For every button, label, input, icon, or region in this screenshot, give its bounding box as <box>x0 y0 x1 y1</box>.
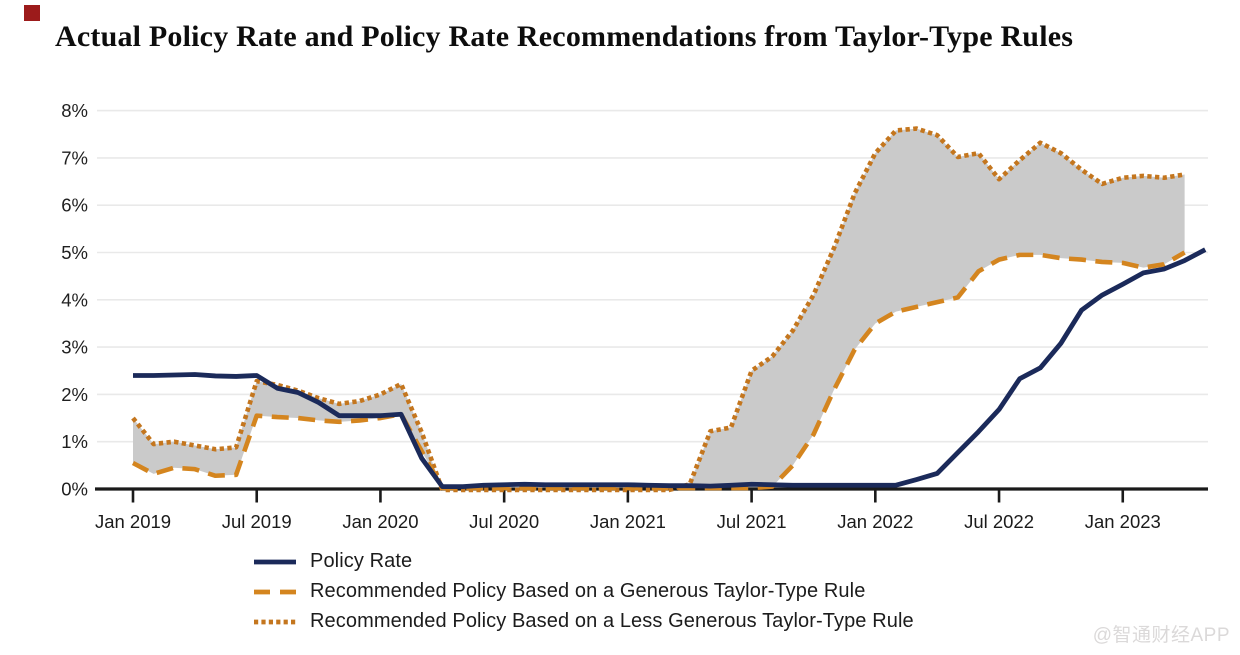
legend-item-less-generous-rule: Recommended Policy Based on a Less Gener… <box>253 610 914 633</box>
watermark-text: @智通财经APP <box>1092 625 1230 646</box>
x-axis-tick-label: Jan 2019 <box>95 511 171 532</box>
less-generous-rule-line <box>131 126 1185 493</box>
x-axis-tick-label: Jan 2021 <box>590 511 666 532</box>
y-axis-tick-label: 8% <box>61 100 88 121</box>
y-axis-tick-label: 3% <box>61 337 88 358</box>
y-axis-tick-label: 0% <box>61 479 88 500</box>
legend-item-generous-rule: Recommended Policy Based on a Generous T… <box>253 580 914 603</box>
y-axis-tick-label: 5% <box>61 242 88 263</box>
dotted-line-swatch-icon <box>254 619 297 624</box>
policy-rate-line <box>133 247 1207 490</box>
legend-label: Recommended Policy Based on a Less Gener… <box>310 610 914 632</box>
chart-legend: Policy Rate Recommended Policy Based on … <box>253 550 914 633</box>
x-axis-tick-label: Jul 2020 <box>469 511 539 532</box>
solid-line-swatch-icon <box>254 559 296 564</box>
x-axis-tick-label: Jan 2022 <box>837 511 913 532</box>
chart-title: Actual Policy Rate and Policy Rate Recom… <box>55 20 1074 53</box>
x-axis-tick-label: Jul 2021 <box>717 511 787 532</box>
y-axis-tick-label: 4% <box>61 289 88 310</box>
legend-item-policy-rate: Policy Rate <box>253 550 914 573</box>
y-axis-tick-label: 2% <box>61 384 88 405</box>
y-axis-tick-label: 1% <box>61 431 88 452</box>
x-axis-tick-label: Jul 2022 <box>964 511 1034 532</box>
dashed-line-swatch-icon <box>254 589 297 594</box>
brand-mark-square <box>24 5 40 21</box>
recommendation-range-band <box>133 128 1185 490</box>
legend-label: Recommended Policy Based on a Generous T… <box>310 580 866 602</box>
generous-rule-line <box>131 250 1186 491</box>
x-axis-tick-label: Jan 2020 <box>342 511 418 532</box>
x-axis-tick-label: Jul 2019 <box>222 511 292 532</box>
y-axis-tick-label: 7% <box>61 147 88 168</box>
legend-label: Policy Rate <box>310 550 413 572</box>
x-axis-tick-label: Jan 2023 <box>1085 511 1161 532</box>
y-axis-tick-label: 6% <box>61 195 88 216</box>
